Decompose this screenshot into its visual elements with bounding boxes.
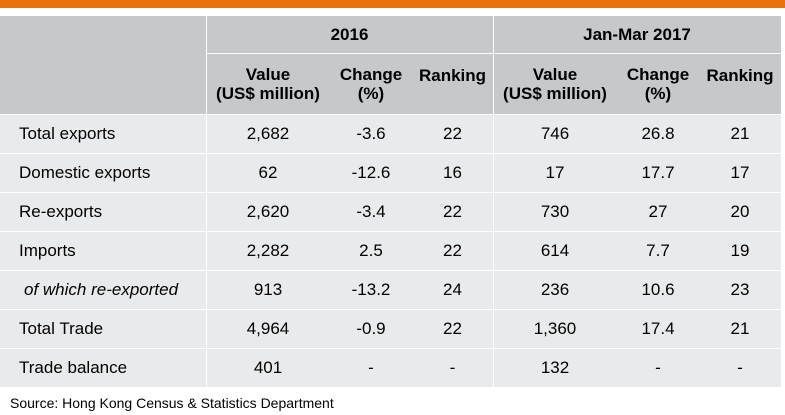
header-value-line2: (US$ million) — [216, 83, 320, 103]
header-change-2017: Change (%) — [617, 53, 699, 114]
source-note: Source: Hong Kong Census & Statistics De… — [10, 395, 334, 411]
row-label: Domestic exports — [0, 153, 206, 192]
header-change-2016: Change (%) — [330, 53, 412, 114]
row-label: Re-exports — [0, 192, 206, 231]
header-ranking-2017: Ranking — [699, 53, 781, 114]
header-period-2016: 2016 — [206, 16, 493, 53]
row-divider — [0, 231, 781, 232]
change-2016-cell: -3.6 — [330, 114, 412, 153]
value-2017-cell: 746 — [493, 114, 617, 153]
row-label: of which re-exported — [0, 270, 206, 309]
value-2016-cell: 2,282 — [206, 231, 330, 270]
header-change-line2: (%) — [644, 83, 672, 103]
change-2016-cell: -12.6 — [330, 153, 412, 192]
change-2016-cell: 2.5 — [330, 231, 412, 270]
header-change-line1: Change — [626, 64, 690, 84]
header-change-line1: Change — [339, 64, 403, 84]
change-2017-cell: - — [617, 348, 699, 387]
value-2017-cell: 730 — [493, 192, 617, 231]
ranking-2017-cell: 20 — [699, 192, 781, 231]
row-label: Total Trade — [0, 309, 206, 348]
row-divider — [0, 348, 781, 349]
change-2017-cell: 10.6 — [617, 270, 699, 309]
value-2017-cell: 1,360 — [493, 309, 617, 348]
value-2017-cell: 236 — [493, 270, 617, 309]
change-2016-cell: -13.2 — [330, 270, 412, 309]
row-label: Imports — [0, 231, 206, 270]
value-2016-cell: 913 — [206, 270, 330, 309]
row-divider — [0, 153, 781, 154]
row-divider — [0, 114, 781, 115]
value-2016-cell: 4,964 — [206, 309, 330, 348]
ranking-2017-cell: 17 — [699, 153, 781, 192]
header-blank-cell — [0, 53, 206, 114]
ranking-2016-cell: 16 — [412, 153, 493, 192]
header-change-line2: (%) — [357, 83, 385, 103]
header-value-2017: Value (US$ million) — [493, 53, 617, 114]
change-2017-cell: 7.7 — [617, 231, 699, 270]
row-label: Trade balance — [0, 348, 206, 387]
value-2016-cell: 2,682 — [206, 114, 330, 153]
row-divider — [0, 192, 781, 193]
header-value-line2: (US$ million) — [503, 83, 607, 103]
ranking-2016-cell: - — [412, 348, 493, 387]
ranking-2017-cell: 21 — [699, 114, 781, 153]
value-2016-cell: 401 — [206, 348, 330, 387]
ranking-2016-cell: 24 — [412, 270, 493, 309]
change-2016-cell: -0.9 — [330, 309, 412, 348]
value-2017-cell: 132 — [493, 348, 617, 387]
top-accent-bar — [0, 0, 785, 8]
change-2017-cell: 17.7 — [617, 153, 699, 192]
ranking-2016-cell: 22 — [412, 114, 493, 153]
change-2017-cell: 26.8 — [617, 114, 699, 153]
ranking-2016-cell: 22 — [412, 231, 493, 270]
ranking-2017-cell: - — [699, 348, 781, 387]
header-corner-cell — [0, 16, 206, 53]
header-value-line1: Value — [245, 64, 291, 84]
change-2017-cell: 27 — [617, 192, 699, 231]
ranking-2017-cell: 23 — [699, 270, 781, 309]
header-period-jan-mar-2017: Jan-Mar 2017 — [493, 16, 781, 53]
header-ranking-2016: Ranking — [412, 53, 493, 114]
ranking-2017-cell: 21 — [699, 309, 781, 348]
row-divider — [206, 53, 781, 54]
change-2017-cell: 17.4 — [617, 309, 699, 348]
row-divider — [0, 309, 781, 310]
value-2017-cell: 17 — [493, 153, 617, 192]
ranking-2016-cell: 22 — [412, 192, 493, 231]
ranking-2016-cell: 22 — [412, 309, 493, 348]
value-2017-cell: 614 — [493, 231, 617, 270]
row-divider — [0, 270, 781, 271]
change-2016-cell: - — [330, 348, 412, 387]
header-value-2016: Value (US$ million) — [206, 53, 330, 114]
column-divider — [206, 16, 207, 389]
value-2016-cell: 62 — [206, 153, 330, 192]
value-2016-cell: 2,620 — [206, 192, 330, 231]
column-divider — [493, 16, 494, 389]
row-label: Total exports — [0, 114, 206, 153]
header-value-line1: Value — [532, 64, 578, 84]
change-2016-cell: -3.4 — [330, 192, 412, 231]
ranking-2017-cell: 19 — [699, 231, 781, 270]
